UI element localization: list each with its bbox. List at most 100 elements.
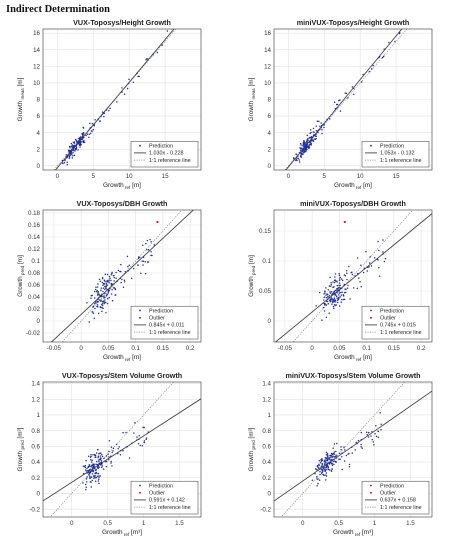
prediction-point [324, 474, 327, 476]
prediction-point [132, 267, 135, 270]
prediction-point [375, 425, 377, 427]
prediction-point [126, 87, 129, 90]
prediction-point [338, 305, 341, 307]
prediction-point [85, 481, 88, 483]
prediction-point [328, 458, 330, 460]
prediction-point [73, 142, 76, 144]
prediction-point [108, 458, 110, 461]
prediction-point [298, 159, 301, 161]
prediction-point [345, 291, 347, 294]
prediction-point [375, 435, 378, 438]
prediction-point [90, 486, 92, 488]
prediction-point [104, 299, 106, 301]
legend-marker-prediction [370, 144, 372, 147]
x-tick-label: 0.5 [334, 520, 343, 527]
prediction-point [331, 453, 334, 456]
prediction-point [321, 458, 323, 460]
prediction-point [338, 274, 341, 277]
prediction-point [323, 293, 325, 295]
reference-line-1-1 [49, 382, 175, 517]
prediction-point [306, 139, 308, 141]
prediction-point [341, 279, 344, 282]
prediction-point [352, 93, 355, 95]
prediction-point [97, 472, 100, 475]
prediction-point [108, 456, 110, 458]
legend-marker-outlier [139, 491, 141, 494]
y-tick-label: 1.2 [262, 396, 271, 403]
prediction-point [106, 273, 109, 276]
prediction-point [336, 280, 338, 282]
prediction-point [372, 64, 374, 67]
prediction-point [90, 476, 93, 479]
prediction-point [100, 115, 102, 118]
reference-line-1-1 [280, 382, 406, 517]
prediction-point [105, 287, 107, 290]
prediction-point [101, 277, 104, 280]
chart-title: VUX-Toposys/Height Growth [73, 18, 171, 27]
prediction-point [136, 72, 138, 75]
prediction-point [362, 73, 364, 76]
prediction-point [324, 470, 326, 472]
prediction-point [133, 432, 135, 434]
prediction-point [90, 470, 93, 472]
prediction-point [346, 269, 348, 272]
x-tick-label: 0.1 [362, 345, 371, 352]
y-tick-label: 2 [268, 146, 272, 153]
y-tick-label: 6 [37, 113, 41, 120]
prediction-point [137, 256, 140, 258]
prediction-point [94, 290, 96, 293]
prediction-point [343, 295, 345, 297]
reference-line-1-1 [292, 210, 414, 342]
prediction-point [319, 461, 322, 464]
prediction-point [119, 450, 122, 452]
prediction-point [121, 91, 123, 93]
prediction-point [97, 459, 100, 461]
prediction-point [143, 441, 146, 444]
x-axis-label: Growth ref [m] [103, 354, 141, 362]
prediction-point [98, 462, 100, 465]
prediction-point [341, 455, 343, 458]
legend-entry: Outlier [149, 491, 165, 497]
prediction-point [310, 144, 312, 146]
x-tick-label: 0.05 [102, 345, 115, 352]
prediction-point [111, 299, 114, 302]
prediction-point [87, 466, 90, 469]
prediction-point [104, 292, 106, 295]
prediction-point [68, 157, 71, 159]
prediction-point [89, 481, 92, 483]
prediction-point [305, 144, 308, 146]
prediction-point [324, 462, 326, 465]
prediction-point [93, 467, 96, 470]
prediction-point [366, 434, 368, 436]
prediction-point [360, 445, 362, 448]
prediction-point [357, 439, 360, 442]
prediction-point [117, 447, 119, 450]
prediction-point [333, 307, 335, 310]
prediction-point [360, 438, 363, 441]
prediction-point [110, 293, 113, 295]
x-tick-label: -0.05 [278, 345, 293, 352]
y-tick-label: 10 [264, 80, 271, 87]
legend-marker-outlier [370, 491, 372, 494]
prediction-point [333, 458, 335, 461]
prediction-point [330, 300, 332, 303]
prediction-point [347, 284, 349, 287]
prediction-point [310, 135, 313, 138]
prediction-point [98, 453, 100, 455]
prediction-point [331, 303, 333, 305]
prediction-point [114, 294, 117, 296]
y-tick-label: 0.6 [31, 443, 40, 450]
prediction-point [82, 126, 84, 129]
prediction-point [324, 461, 327, 464]
chart-panel-6: 0 0.5 1 1.5 -0.2 0 0.2 0.4 0.6 0.8 1 1.2 1.4 miniVUX-… [248, 371, 433, 537]
x-tick-label: 0.05 [333, 345, 346, 352]
prediction-point [318, 459, 321, 462]
prediction-point [321, 132, 323, 135]
prediction-point [99, 455, 102, 457]
prediction-point [339, 284, 342, 287]
prediction-point [336, 284, 339, 287]
prediction-point [325, 472, 328, 474]
prediction-point [308, 137, 311, 139]
